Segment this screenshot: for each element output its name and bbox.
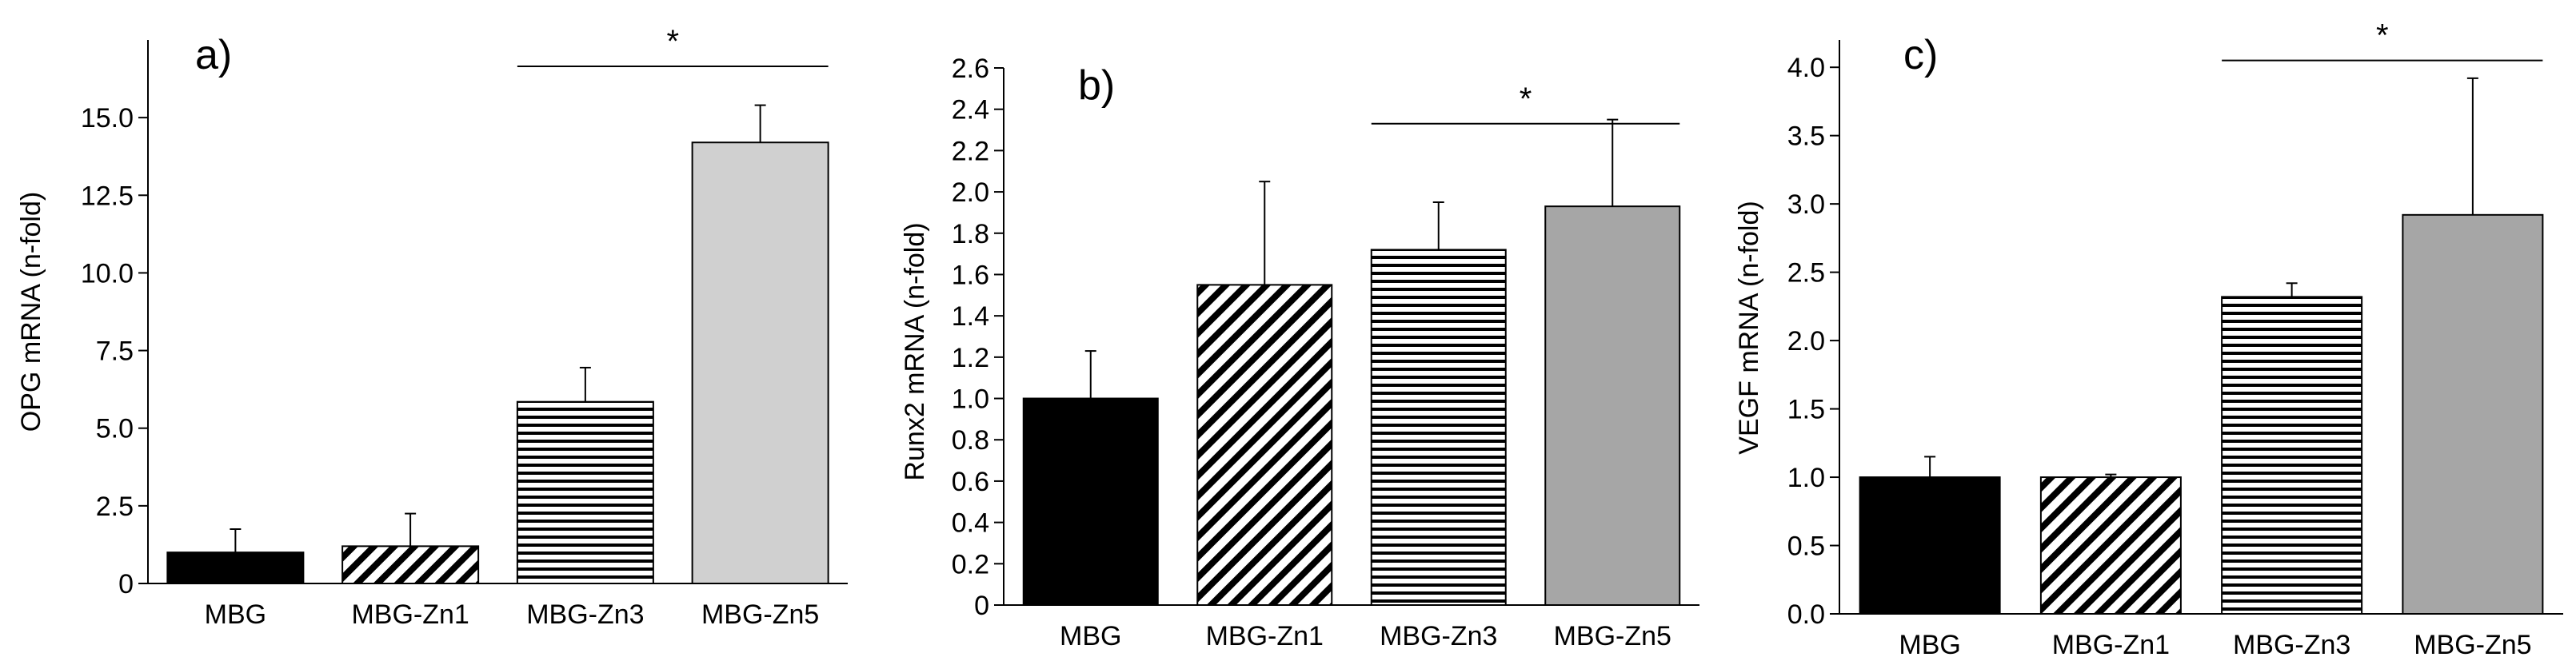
error-bars-b (1084, 118, 1619, 399)
y-tick-label: 12.5 (81, 181, 134, 211)
bar (2402, 213, 2544, 615)
significance-b: * (1371, 82, 1680, 125)
y-axis-title-c: VEGF mRNA (n-fold) (1734, 201, 1764, 454)
bar (1196, 284, 1333, 606)
x-tick-labels-c: MBG MBG-Zn1 MBG-Zn3 MBG-Zn5 (1899, 630, 2531, 660)
bar (166, 552, 305, 585)
y-tick-label: 2.5 (1787, 258, 1825, 289)
chart-panel-b: 0 0.2 0.4 0.6 0.8 1.0 1.2 1.4 1.6 1.8 2.0 2.2 2.4 2.6… (900, 54, 1699, 651)
y-tick-label: 1.0 (1787, 463, 1825, 493)
panel-label-b: b) (1078, 62, 1115, 109)
y-tick-label: 2.4 (952, 95, 989, 125)
bars-a (166, 141, 829, 585)
x-tick-label: MBG-Zn5 (701, 599, 819, 630)
y-tick-label: 0.2 (952, 549, 989, 579)
significance-c: * (2222, 18, 2543, 62)
bars-b (1022, 205, 1681, 606)
x-tick-label: MBG-Zn1 (1206, 621, 1324, 651)
bar (1544, 205, 1681, 606)
y-ticks-a: 0 2.5 5.0 7.5 10.0 12.5 15.0 (81, 103, 148, 599)
chart-panel-c: 0.00.51.01.52.02.53.03.54.0 MBG MBG-Zn1 MB… (1734, 18, 2563, 660)
significance-star-c: * (2376, 18, 2389, 54)
x-tick-label: MBG-Zn3 (2233, 630, 2350, 660)
x-tick-label: MBG-Zn3 (526, 599, 644, 630)
y-tick-label: 3.5 (1787, 121, 1825, 152)
y-tick-label: 1.5 (1787, 395, 1825, 425)
y-tick-label: 2.0 (1787, 326, 1825, 356)
bar (516, 400, 654, 584)
y-tick-label: 0.4 (952, 508, 989, 539)
y-tick-label: 7.5 (96, 336, 134, 367)
y-tick-label: 10.0 (81, 258, 134, 289)
y-tick-label: 2.5 (96, 492, 134, 522)
y-tick-label: 0.5 (1787, 532, 1825, 562)
y-tick-label: 0.0 (1787, 599, 1825, 630)
x-tick-label: MBG (205, 599, 266, 630)
bar (1022, 397, 1159, 606)
y-tick-label: 1.6 (952, 260, 989, 290)
x-tick-label: MBG-Zn1 (2052, 630, 2170, 660)
y-tick-label: 1.2 (952, 343, 989, 373)
bar (2221, 296, 2363, 615)
y-ticks-c: 0.0 0.5 1.0 1.5 2.0 2.5 3.0 3.5 4.0 (1787, 53, 1839, 630)
significance-star-b: * (1520, 82, 1532, 117)
y-tick-label: 0.8 (952, 425, 989, 456)
error-bars-a (230, 104, 766, 553)
x-tick-label: MBG-Zn5 (1554, 621, 1671, 651)
y-tick-label: 3.0 (1787, 189, 1825, 220)
y-tick-label: 0 (118, 569, 134, 599)
x-tick-label: MBG-Zn3 (1380, 621, 1497, 651)
bar (2039, 476, 2182, 615)
bar (1370, 249, 1507, 606)
x-tick-labels-a: MBG MBG-Zn1 MBG-Zn3 MBG-Zn5 (205, 599, 820, 630)
y-tick-label: 2.6 (952, 54, 989, 84)
y-ticks-b: 0 0.2 0.4 0.6 0.8 1.0 1.2 1.4 1.6 1.8 2.0 2.2 2.4 2.6 (952, 54, 1004, 621)
y-tick-label: 1.8 (952, 219, 989, 249)
y-tick-label: 15.0 (81, 103, 134, 133)
x-tick-labels-b: MBG MBG-Zn1 MBG-Zn3 MBG-Zn5 (1060, 621, 1671, 651)
y-tick-label: 0 (974, 591, 989, 621)
chart-panel-a: 0 2.5 5.0 7.5 10.0 12.5 15.0 MBG MBG-Zn1 MBG-Zn3… (16, 24, 848, 630)
significance-a: * (517, 24, 829, 68)
y-axis-title-b: Runx2 mRNA (n-fold) (900, 222, 930, 480)
y-tick-label: 2.0 (952, 177, 989, 208)
y-tick-label: 4.0 (1787, 53, 1825, 83)
bar (341, 545, 480, 584)
bars-c (1859, 213, 2544, 615)
bar (691, 141, 829, 584)
y-tick-label: 5.0 (96, 414, 134, 444)
significance-star-a: * (666, 24, 679, 59)
panel-label-c: c) (1903, 32, 1938, 78)
y-tick-label: 1.0 (952, 384, 989, 415)
y-tick-label: 0.6 (952, 467, 989, 497)
bar (1859, 476, 2001, 615)
y-tick-label: 2.2 (952, 136, 989, 166)
x-tick-label: MBG (1060, 621, 1121, 651)
x-tick-label: MBG-Zn1 (351, 599, 469, 630)
error-bars-c (1924, 77, 2478, 478)
panel-label-a: a) (195, 32, 232, 78)
x-tick-label: MBG (1899, 630, 1960, 660)
y-tick-label: 1.4 (952, 301, 989, 332)
y-axis-title-a: OPG mRNA (n-fold) (16, 192, 46, 432)
x-tick-label: MBG-Zn5 (2414, 630, 2531, 660)
